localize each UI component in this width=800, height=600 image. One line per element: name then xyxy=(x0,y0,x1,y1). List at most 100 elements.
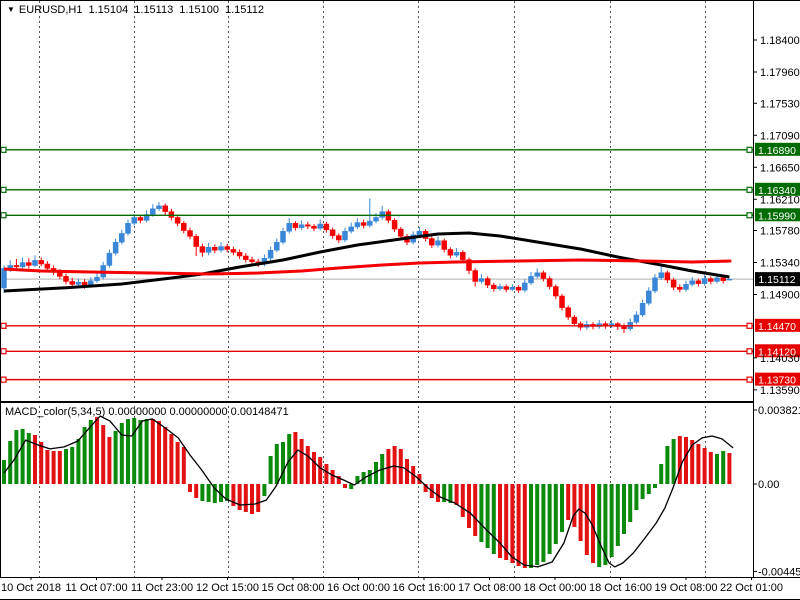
macd-signal-line xyxy=(3,415,734,568)
candle-down xyxy=(565,307,571,318)
macd-bar xyxy=(386,449,391,484)
macd-bar xyxy=(8,441,13,484)
macd-bar xyxy=(57,451,62,484)
macd-bar xyxy=(584,484,589,555)
hline-handle[interactable] xyxy=(0,212,7,219)
macd-bar xyxy=(460,484,465,517)
macd-bar xyxy=(485,484,490,548)
current-price-label-box xyxy=(755,272,800,287)
macd-bar xyxy=(560,484,564,532)
macd-bar xyxy=(119,423,124,484)
macd-bar xyxy=(274,444,279,484)
candle-down xyxy=(336,235,342,241)
hline-handle[interactable] xyxy=(746,212,753,219)
candle-down xyxy=(292,223,299,228)
indicator-label: MACD_color(5,34,5) 0.00000000 0.00000000… xyxy=(5,406,289,418)
candle-up xyxy=(373,217,379,222)
candle-up xyxy=(658,272,664,279)
macd-bar xyxy=(547,484,552,554)
macd-bar xyxy=(653,484,657,488)
hline-handle[interactable] xyxy=(746,348,753,355)
hline-handle[interactable] xyxy=(0,186,7,193)
time-tick-label: 10 Oct 2018 xyxy=(1,582,61,594)
macd-bar xyxy=(448,484,453,503)
macd-bar xyxy=(194,484,199,498)
support-price-label-box xyxy=(755,344,800,358)
macd-bar xyxy=(126,419,130,484)
macd-bar xyxy=(646,484,651,494)
macd-bar xyxy=(553,484,558,544)
candle-up xyxy=(596,323,602,327)
candle-up xyxy=(317,223,323,229)
macd-bar xyxy=(405,459,409,484)
macd-bar xyxy=(442,484,447,502)
hline-handle[interactable] xyxy=(746,376,753,383)
resistance-price-label: 1.16340 xyxy=(758,185,796,197)
candle-down xyxy=(441,240,447,250)
candle-down xyxy=(615,323,621,327)
candle-down xyxy=(621,326,627,329)
hline-handle[interactable] xyxy=(0,146,7,153)
candle-up xyxy=(683,284,689,290)
candle-up xyxy=(367,220,373,226)
candle-down xyxy=(329,229,336,236)
macd-bar xyxy=(374,462,378,484)
macd-bar xyxy=(175,442,180,484)
ohlc-open: 1.15104 xyxy=(88,4,129,16)
macd-bar xyxy=(132,418,137,484)
macd-bar xyxy=(324,464,329,484)
support-price-label-box xyxy=(755,372,800,386)
resistance-price-label: 1.15990 xyxy=(758,210,796,222)
macd-bar xyxy=(423,484,428,492)
time-tick-label: 11 Oct 07:00 xyxy=(65,582,127,594)
candle-up xyxy=(156,205,162,209)
candle-up xyxy=(522,282,528,291)
candle-up xyxy=(633,314,640,323)
current-price-label: 1.15112 xyxy=(758,274,795,286)
macd-bar xyxy=(33,435,37,484)
price-tick-label: 1.15340 xyxy=(760,258,800,270)
time-axis xyxy=(30,577,752,580)
macd-bar xyxy=(696,444,701,484)
candle-up xyxy=(88,280,94,286)
macd-bar xyxy=(529,484,533,568)
macd-bar xyxy=(299,439,304,484)
time-tick-label: 16 Oct 16:00 xyxy=(393,582,456,594)
macd-bar xyxy=(150,419,155,484)
candle-down xyxy=(391,220,398,230)
macd-bar xyxy=(281,442,285,484)
candle-up xyxy=(379,211,385,218)
hline-handle[interactable] xyxy=(746,322,753,329)
candle-down xyxy=(249,259,255,263)
candle-down xyxy=(546,278,553,287)
price-tick-label: 1.14900 xyxy=(760,290,800,302)
hline-handle[interactable] xyxy=(746,146,753,153)
candle-down xyxy=(13,265,20,268)
candle-down xyxy=(720,277,726,281)
candle-down xyxy=(398,228,404,237)
candle-down xyxy=(472,270,478,282)
ma-fast-red-line xyxy=(3,258,732,276)
macd-bar xyxy=(39,442,44,484)
macd-bar xyxy=(454,484,459,505)
resistance-price-label-box xyxy=(755,142,800,156)
macd-bar xyxy=(535,484,540,565)
macd-bar xyxy=(597,484,602,567)
candle-down xyxy=(162,205,168,212)
support-price-label: 1.13730 xyxy=(758,375,796,387)
hline-handle[interactable] xyxy=(0,322,7,329)
hline-handle[interactable] xyxy=(0,348,7,355)
candle-down xyxy=(670,279,677,288)
hline-handle[interactable] xyxy=(0,376,7,383)
symbol-period-label: EURUSD,H1 xyxy=(18,4,83,16)
macd-bar xyxy=(138,420,143,484)
candle-down xyxy=(305,224,311,227)
candle-up xyxy=(106,252,113,266)
time-tick-label: 11 Oct 23:00 xyxy=(131,582,193,594)
panel-splitter[interactable] xyxy=(0,401,754,403)
candle-down xyxy=(553,286,559,297)
hline-handle[interactable] xyxy=(746,186,753,193)
time-tick-label: 19 Oct 08:00 xyxy=(655,582,718,594)
price-tick-label: 1.16650 xyxy=(760,162,800,174)
